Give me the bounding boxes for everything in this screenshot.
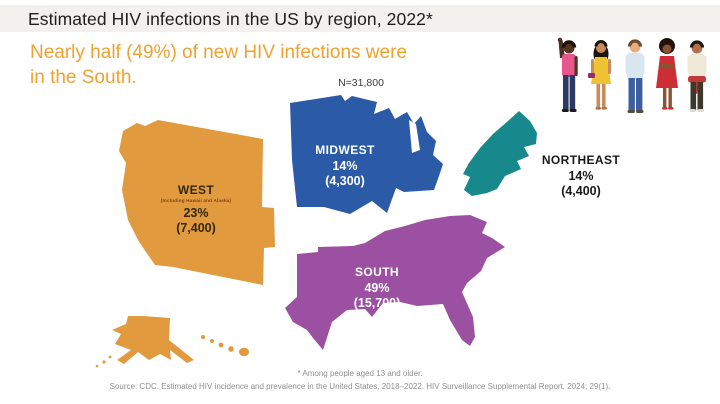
region-south	[285, 215, 505, 350]
page-title: Estimated HIV infections in the US by re…	[28, 9, 433, 29]
title-background-band	[0, 5, 720, 32]
midwest-percent: 14%	[332, 159, 358, 174]
south-label-block: SOUTH 49% (15,700)	[353, 265, 401, 311]
alaska-shape	[112, 316, 194, 364]
northeast-percent: 14%	[568, 169, 594, 184]
subtitle-line-2: in the South.	[30, 67, 137, 88]
person-red-dress-icon	[656, 38, 678, 110]
region-midwest	[290, 95, 443, 214]
midwest-region-name: MIDWEST	[315, 143, 375, 157]
northeast-label-block: NORTHEAST 14% (4,400)	[541, 153, 621, 199]
midwest-count: (4,300)	[325, 174, 365, 189]
region-northeast-shape	[463, 111, 537, 196]
hawaii-islands	[201, 335, 249, 357]
region-south-shape	[285, 215, 505, 350]
subtitle-line-1: Nearly half (49%) of new HIV infections …	[30, 42, 407, 63]
south-percent: 49%	[364, 281, 390, 296]
region-midwest-shape	[290, 95, 443, 214]
person-yellow-dress-icon	[588, 40, 611, 110]
region-west	[95, 120, 275, 368]
west-region-note: (Including Hawaii and Alaska)	[160, 198, 232, 204]
aleutian-islands	[95, 355, 112, 368]
age-footnote: * Among people aged 13 and older.	[297, 369, 423, 378]
midwest-label-block: MIDWEST 14% (4,300)	[315, 143, 375, 189]
person-waving-icon	[557, 37, 578, 112]
person-jacket-tied-icon	[687, 40, 707, 112]
subtitle: Nearly half (49%) of new HIV infections …	[30, 40, 407, 90]
west-label-block: WEST (Including Hawaii and Alaska) 23% (…	[160, 183, 232, 235]
northeast-region-name: NORTHEAST	[541, 153, 621, 167]
south-region-name: SOUTH	[355, 265, 399, 279]
west-count: (7,400)	[176, 220, 216, 235]
region-northeast	[463, 111, 537, 196]
lake-michigan-gap	[409, 120, 420, 153]
northeast-count: (4,400)	[561, 184, 601, 199]
person-blue-jeans-icon	[625, 39, 645, 113]
source-citation: Source: CDC. Estimated HIV incidence and…	[109, 382, 611, 391]
south-count: (15,700)	[353, 296, 401, 311]
west-percent: 23%	[183, 205, 209, 220]
region-west-shape	[119, 120, 275, 285]
sample-size-label: N=31,800	[338, 77, 384, 89]
west-region-name: WEST	[177, 183, 215, 197]
people-illustration	[557, 37, 707, 113]
